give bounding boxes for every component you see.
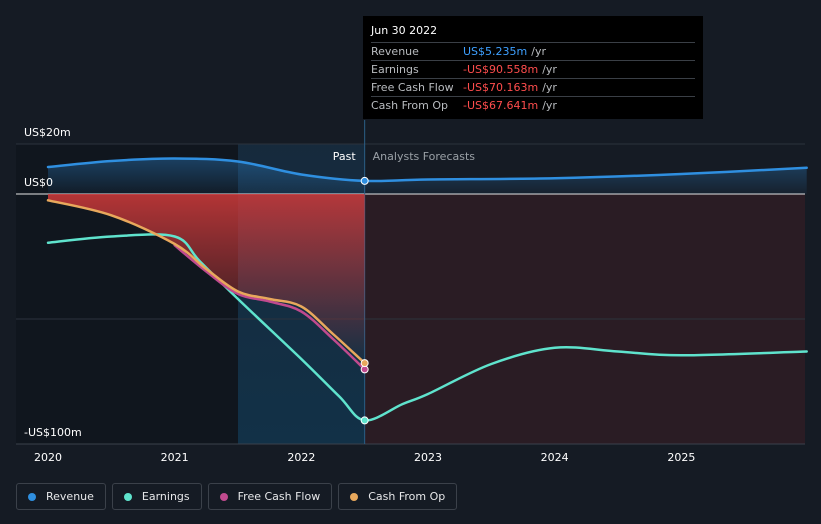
legend-item-earnings[interactable]: Earnings: [111, 483, 202, 510]
y-tick-label: -US$100m: [24, 426, 82, 439]
legend-item-cash-from-op[interactable]: Cash From Op: [338, 483, 458, 510]
tooltip-date: Jun 30 2022: [371, 24, 438, 37]
forecast-label: Analysts Forecasts: [373, 150, 476, 163]
tooltip-label: Free Cash Flow: [371, 81, 454, 94]
tooltip-label: Earnings: [371, 63, 419, 76]
legend-item-free-cash-flow[interactable]: Free Cash Flow: [207, 483, 333, 510]
legend-label: Earnings: [141, 490, 190, 503]
x-tick-label: 2021: [161, 451, 189, 464]
revenue-area: [48, 158, 807, 194]
tooltip-row-earnings: Earnings -US$90.558m /yr: [371, 60, 695, 78]
cash-from-op-dot-icon: [350, 492, 359, 501]
x-tick-label: 2025: [667, 451, 695, 464]
earnings-dot-icon: [123, 492, 132, 501]
y-tick-label: US$0: [24, 176, 53, 189]
free-cash-flow-dot-icon: [219, 492, 228, 501]
x-tick-label: 2022: [287, 451, 315, 464]
tooltip-label: Revenue: [371, 45, 419, 58]
revenue-marker: [360, 176, 369, 185]
tooltip-row-cash-from-op: Cash From Op -US$67.641m /yr: [371, 96, 695, 114]
tooltip-unit: /yr: [531, 45, 546, 58]
x-tick-label: 2020: [34, 451, 62, 464]
tooltip-row-free-cash-flow: Free Cash Flow -US$70.163m /yr: [371, 78, 695, 96]
tooltip-label: Cash From Op: [371, 99, 449, 112]
past-label: Past: [333, 150, 357, 163]
tooltip-unit: /yr: [542, 99, 557, 112]
free-cash-flow-line: [173, 244, 366, 371]
tooltip-value: -US$67.641m: [463, 99, 539, 112]
cash-from-op-line: [46, 199, 366, 365]
y-tick-label: US$20m: [24, 126, 71, 139]
tooltip-unit: /yr: [542, 81, 557, 94]
tooltip-row-revenue: Revenue US$5.235m /yr: [371, 42, 695, 60]
legend-label: Free Cash Flow: [237, 490, 321, 503]
tooltip-value: -US$70.163m: [463, 81, 539, 94]
x-tick-label: 2023: [414, 451, 442, 464]
earnings-marker: [360, 416, 369, 425]
x-tick-label: 2024: [541, 451, 569, 464]
legend-label: Cash From Op: [368, 490, 446, 503]
revenue-dot-icon: [28, 492, 36, 501]
legend: Revenue Earnings Free Cash Flow Cash Fro…: [16, 483, 458, 510]
cash-from-op-marker: [360, 359, 369, 368]
chart-canvas: US$20m US$0 -US$100m 2020 2021 2022 2023 2024 20…: [16, 120, 808, 464]
legend-label: Revenue: [46, 490, 94, 503]
tooltip: Jun 30 2022 Revenue US$5.235m /yr Earnin…: [363, 16, 703, 119]
legend-item-revenue[interactable]: Revenue: [16, 483, 106, 510]
tooltip-value: US$5.235m: [463, 45, 528, 58]
tooltip-value: -US$90.558m: [463, 63, 539, 76]
tooltip-unit: /yr: [542, 63, 557, 76]
cash-from-op-area: [48, 194, 365, 364]
